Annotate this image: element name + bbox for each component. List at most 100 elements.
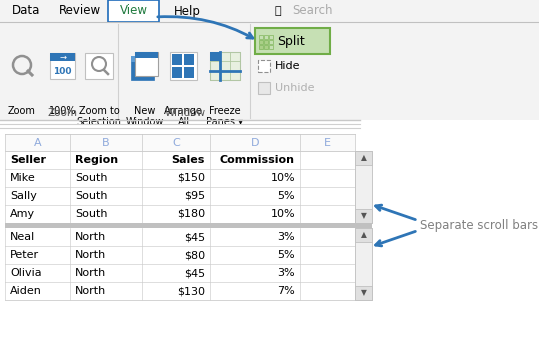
Text: →: → [59,52,66,62]
Text: 7%: 7% [277,286,295,296]
Text: Help: Help [174,5,201,17]
Text: New
Window: New Window [125,106,164,127]
Bar [108,0,159,22]
Bar [170,52,197,80]
Text: ▲: ▲ [361,154,367,162]
Text: North: North [75,250,106,260]
Bar [135,52,158,76]
Text: E: E [324,137,331,148]
Text: 5%: 5% [278,250,295,260]
Text: 3%: 3% [278,232,295,242]
Text: $95: $95 [184,191,205,201]
Bar [210,52,240,80]
Bar [355,228,372,242]
Bar [50,53,75,79]
Text: South: South [75,173,107,183]
Text: $180: $180 [177,209,205,219]
Text: 5%: 5% [278,191,295,201]
Bar [184,67,194,78]
Bar [135,52,158,58]
Text: ▼: ▼ [361,211,367,221]
Bar [269,45,273,49]
Text: Olivia: Olivia [10,268,42,278]
Text: Review: Review [58,5,101,17]
Text: ▲: ▲ [361,230,367,240]
Text: $45: $45 [184,268,205,278]
Bar [355,286,372,300]
Bar [5,187,355,205]
Text: A: A [33,137,42,148]
Text: North: North [75,268,106,278]
Bar [172,54,182,65]
Bar [50,53,75,61]
Bar [355,228,372,300]
Text: $45: $45 [184,232,205,242]
Text: Arrange
All: Arrange All [164,106,203,127]
Text: $130: $130 [177,286,205,296]
Text: Zoom: Zoom [47,108,77,118]
Bar [131,56,154,62]
Bar [131,56,154,80]
Text: Data: Data [12,5,40,17]
Text: C: C [172,137,180,148]
Bar [5,264,355,282]
Text: 100: 100 [53,67,72,75]
Text: Neal: Neal [10,232,35,242]
Bar [5,151,355,169]
Bar [172,67,182,78]
Bar [258,82,270,94]
Text: D: D [251,137,259,148]
Bar [269,35,273,39]
Text: Separate scroll bars: Separate scroll bars [420,219,538,232]
Bar [85,53,113,79]
Text: View: View [120,5,148,17]
Bar [355,151,372,223]
Text: 💡: 💡 [275,6,281,16]
Bar [258,60,270,72]
Text: B: B [102,137,110,148]
Bar [355,151,372,165]
Text: Sales: Sales [171,155,205,165]
Bar [5,223,372,228]
Text: 3%: 3% [278,268,295,278]
Bar [264,45,268,49]
Bar [264,40,268,44]
Bar [264,35,268,39]
Text: Zoom: Zoom [8,106,36,116]
Bar [184,54,194,65]
Text: Search: Search [292,5,333,17]
Text: North: North [75,286,106,296]
Bar [259,35,263,39]
Bar [5,169,355,187]
Text: Seller: Seller [10,155,46,165]
Bar [0,0,539,120]
Text: Aiden: Aiden [10,286,42,296]
Bar [269,40,273,44]
Bar [5,246,355,264]
Text: 10%: 10% [271,209,295,219]
Text: South: South [75,191,107,201]
Text: Freeze
Panes ▾: Freeze Panes ▾ [206,106,244,127]
Bar [259,40,263,44]
Text: ▼: ▼ [361,289,367,297]
Text: South: South [75,209,107,219]
Bar [5,282,355,300]
Text: Amy: Amy [10,209,35,219]
Bar [5,228,355,246]
Text: Hide: Hide [275,61,301,71]
Bar [5,134,355,151]
Text: Mike: Mike [10,173,36,183]
Text: Region: Region [75,155,118,165]
Text: $80: $80 [184,250,205,260]
Text: Sally: Sally [10,191,37,201]
Bar [259,45,263,49]
Text: 10%: 10% [271,173,295,183]
Text: Zoom to
Selection: Zoom to Selection [77,106,121,127]
Text: 100%: 100% [49,106,76,116]
Bar [355,209,372,223]
Text: Peter: Peter [10,250,39,260]
Text: Split: Split [277,34,305,47]
Text: Commission: Commission [220,155,295,165]
Bar [210,52,220,61]
Bar [5,205,355,223]
